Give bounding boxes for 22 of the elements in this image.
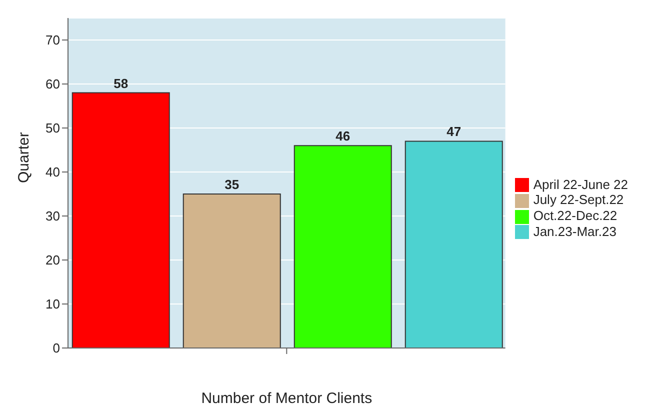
data-label: 46 [336, 128, 350, 144]
y-tick-label: 30 [46, 208, 60, 224]
y-tick-label: 50 [46, 120, 60, 136]
legend-label: Oct.22-Dec.22 [533, 208, 618, 223]
data-label: 47 [446, 124, 462, 140]
bar [72, 92, 170, 348]
data-label: 58 [114, 76, 128, 91]
y-tick-label: 0 [52, 340, 60, 356]
bar [404, 140, 503, 348]
y-axis-title: Quarter [15, 132, 32, 183]
y-tick-label: 20 [46, 252, 60, 268]
legend-label: Jan.23-Mar.23 [533, 224, 616, 239]
legend-label: April 22-June 22 [533, 176, 628, 192]
y-tick-label: 60 [46, 76, 60, 92]
y-tick-label: 40 [46, 164, 60, 180]
x-axis-title: Number of Mentor Clients [201, 390, 372, 407]
data-label: 35 [224, 177, 240, 192]
legend-label: July 22-Sept.22 [533, 192, 624, 208]
y-tick-label: 70 [46, 32, 60, 48]
bar [182, 194, 281, 348]
y-tick-label: 10 [46, 296, 60, 312]
bar [294, 145, 392, 348]
